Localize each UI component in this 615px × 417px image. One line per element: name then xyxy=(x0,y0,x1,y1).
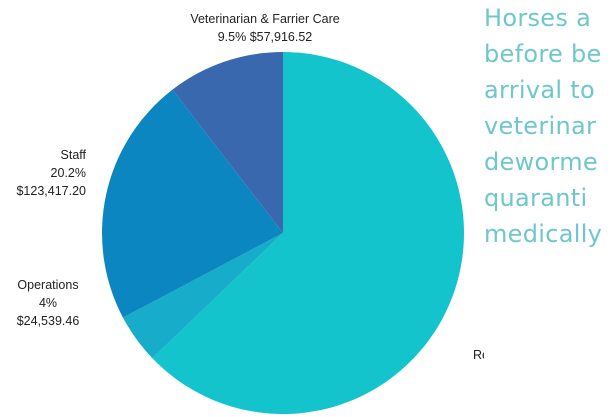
pie-slice-staff xyxy=(101,89,283,318)
description-line: quaranti xyxy=(484,184,588,212)
description-line: veterinar xyxy=(484,112,597,140)
description-line: before be xyxy=(484,40,602,68)
pie-slice-rescue-sheltering xyxy=(152,52,464,414)
description-line: medically xyxy=(484,220,603,248)
description-text: Horses a before be arrival to veterinar … xyxy=(484,0,615,395)
slice-label-veterinarian-farrier-care: Veterinarian & Farrier Care 9.5% $57,916.… xyxy=(190,12,339,44)
slice-label-rescue-sheltering: Rescue & Sheltering66.3%$347,991.00 xyxy=(473,348,484,398)
pie-chart: Rescue & Sheltering66.3%$347,991.00 Opera… xyxy=(16,12,484,414)
slice-label-operations: Operations 4% $24,539.46 xyxy=(17,278,80,328)
pie-slice-operations xyxy=(122,233,283,359)
slice-label-staff: Staff 20.2% $123,417.20 xyxy=(16,148,86,198)
description-line: deworme xyxy=(484,148,599,176)
description-line: Horses a xyxy=(484,4,592,32)
description-line: arrival to xyxy=(484,76,595,104)
pie-slice-veterinarian-farrier-care xyxy=(172,52,283,233)
